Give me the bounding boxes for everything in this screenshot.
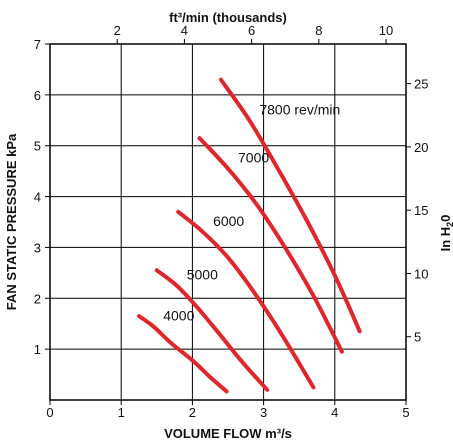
curve-1 bbox=[137, 314, 229, 394]
curve-5 bbox=[218, 77, 362, 334]
y-axis-label: FAN STATIC PRESSURE kPa bbox=[4, 133, 19, 310]
right-tick-label: 15 bbox=[414, 203, 428, 218]
right-tick-label: 20 bbox=[414, 140, 428, 155]
right-axis-label: In H20 bbox=[438, 215, 453, 252]
x-tick-label: 0 bbox=[46, 405, 53, 420]
x-tick-label: 2 bbox=[189, 405, 196, 420]
plot-frame bbox=[49, 43, 407, 401]
y-tick-label: 1 bbox=[34, 342, 41, 357]
top-tick-label: 4 bbox=[181, 23, 188, 38]
top-tick-label: 6 bbox=[248, 23, 255, 38]
curve-2 bbox=[154, 268, 270, 392]
y-tick-label: 5 bbox=[34, 139, 41, 154]
curve-label: 6000 bbox=[213, 213, 244, 229]
right-tick-label: 10 bbox=[414, 266, 428, 281]
x-tick-label: 4 bbox=[331, 405, 338, 420]
x-tick-label: 3 bbox=[260, 405, 267, 420]
labels: 4000 5000 6000 7000 7800 rev/min bbox=[163, 101, 340, 323]
x-tick-label: 5 bbox=[402, 405, 409, 420]
x-axis-label: VOLUME FLOW m³/s bbox=[164, 426, 292, 441]
right-tick-label: 25 bbox=[414, 77, 428, 92]
y-tick-label: 7 bbox=[34, 37, 41, 52]
y-tick-label: 3 bbox=[34, 240, 41, 255]
top-tick-label: 2 bbox=[114, 23, 121, 38]
top-tick-label: 10 bbox=[379, 23, 393, 38]
y-tick-label: 4 bbox=[34, 190, 41, 205]
curve-label: 7800 rev/min bbox=[259, 101, 340, 117]
grid bbox=[50, 44, 406, 400]
y-tick-label: 6 bbox=[34, 88, 41, 103]
right-axis-label-end: 0 bbox=[438, 215, 453, 222]
curve-label: 5000 bbox=[187, 267, 218, 283]
right-axis-label-main: In H bbox=[438, 227, 453, 252]
curve-3 bbox=[176, 209, 316, 390]
right-tick-label: 5 bbox=[414, 330, 421, 345]
x-tick-label: 1 bbox=[118, 405, 125, 420]
curves bbox=[137, 77, 362, 394]
top-axis-label: ft³/min (thousands) bbox=[169, 10, 287, 25]
right-axis-label-subscript: 2 bbox=[445, 222, 453, 227]
y-tick-label: 2 bbox=[34, 291, 41, 306]
curve-label: 7000 bbox=[238, 150, 269, 166]
ticks: 0 1 2 3 4 5 1 2 3 4 5 6 7 2 4 6 8 10 5 10 15 20 25 bbox=[34, 23, 429, 420]
top-tick-label: 8 bbox=[315, 23, 322, 38]
curve-label: 4000 bbox=[163, 307, 194, 323]
curve-4 bbox=[197, 136, 344, 354]
